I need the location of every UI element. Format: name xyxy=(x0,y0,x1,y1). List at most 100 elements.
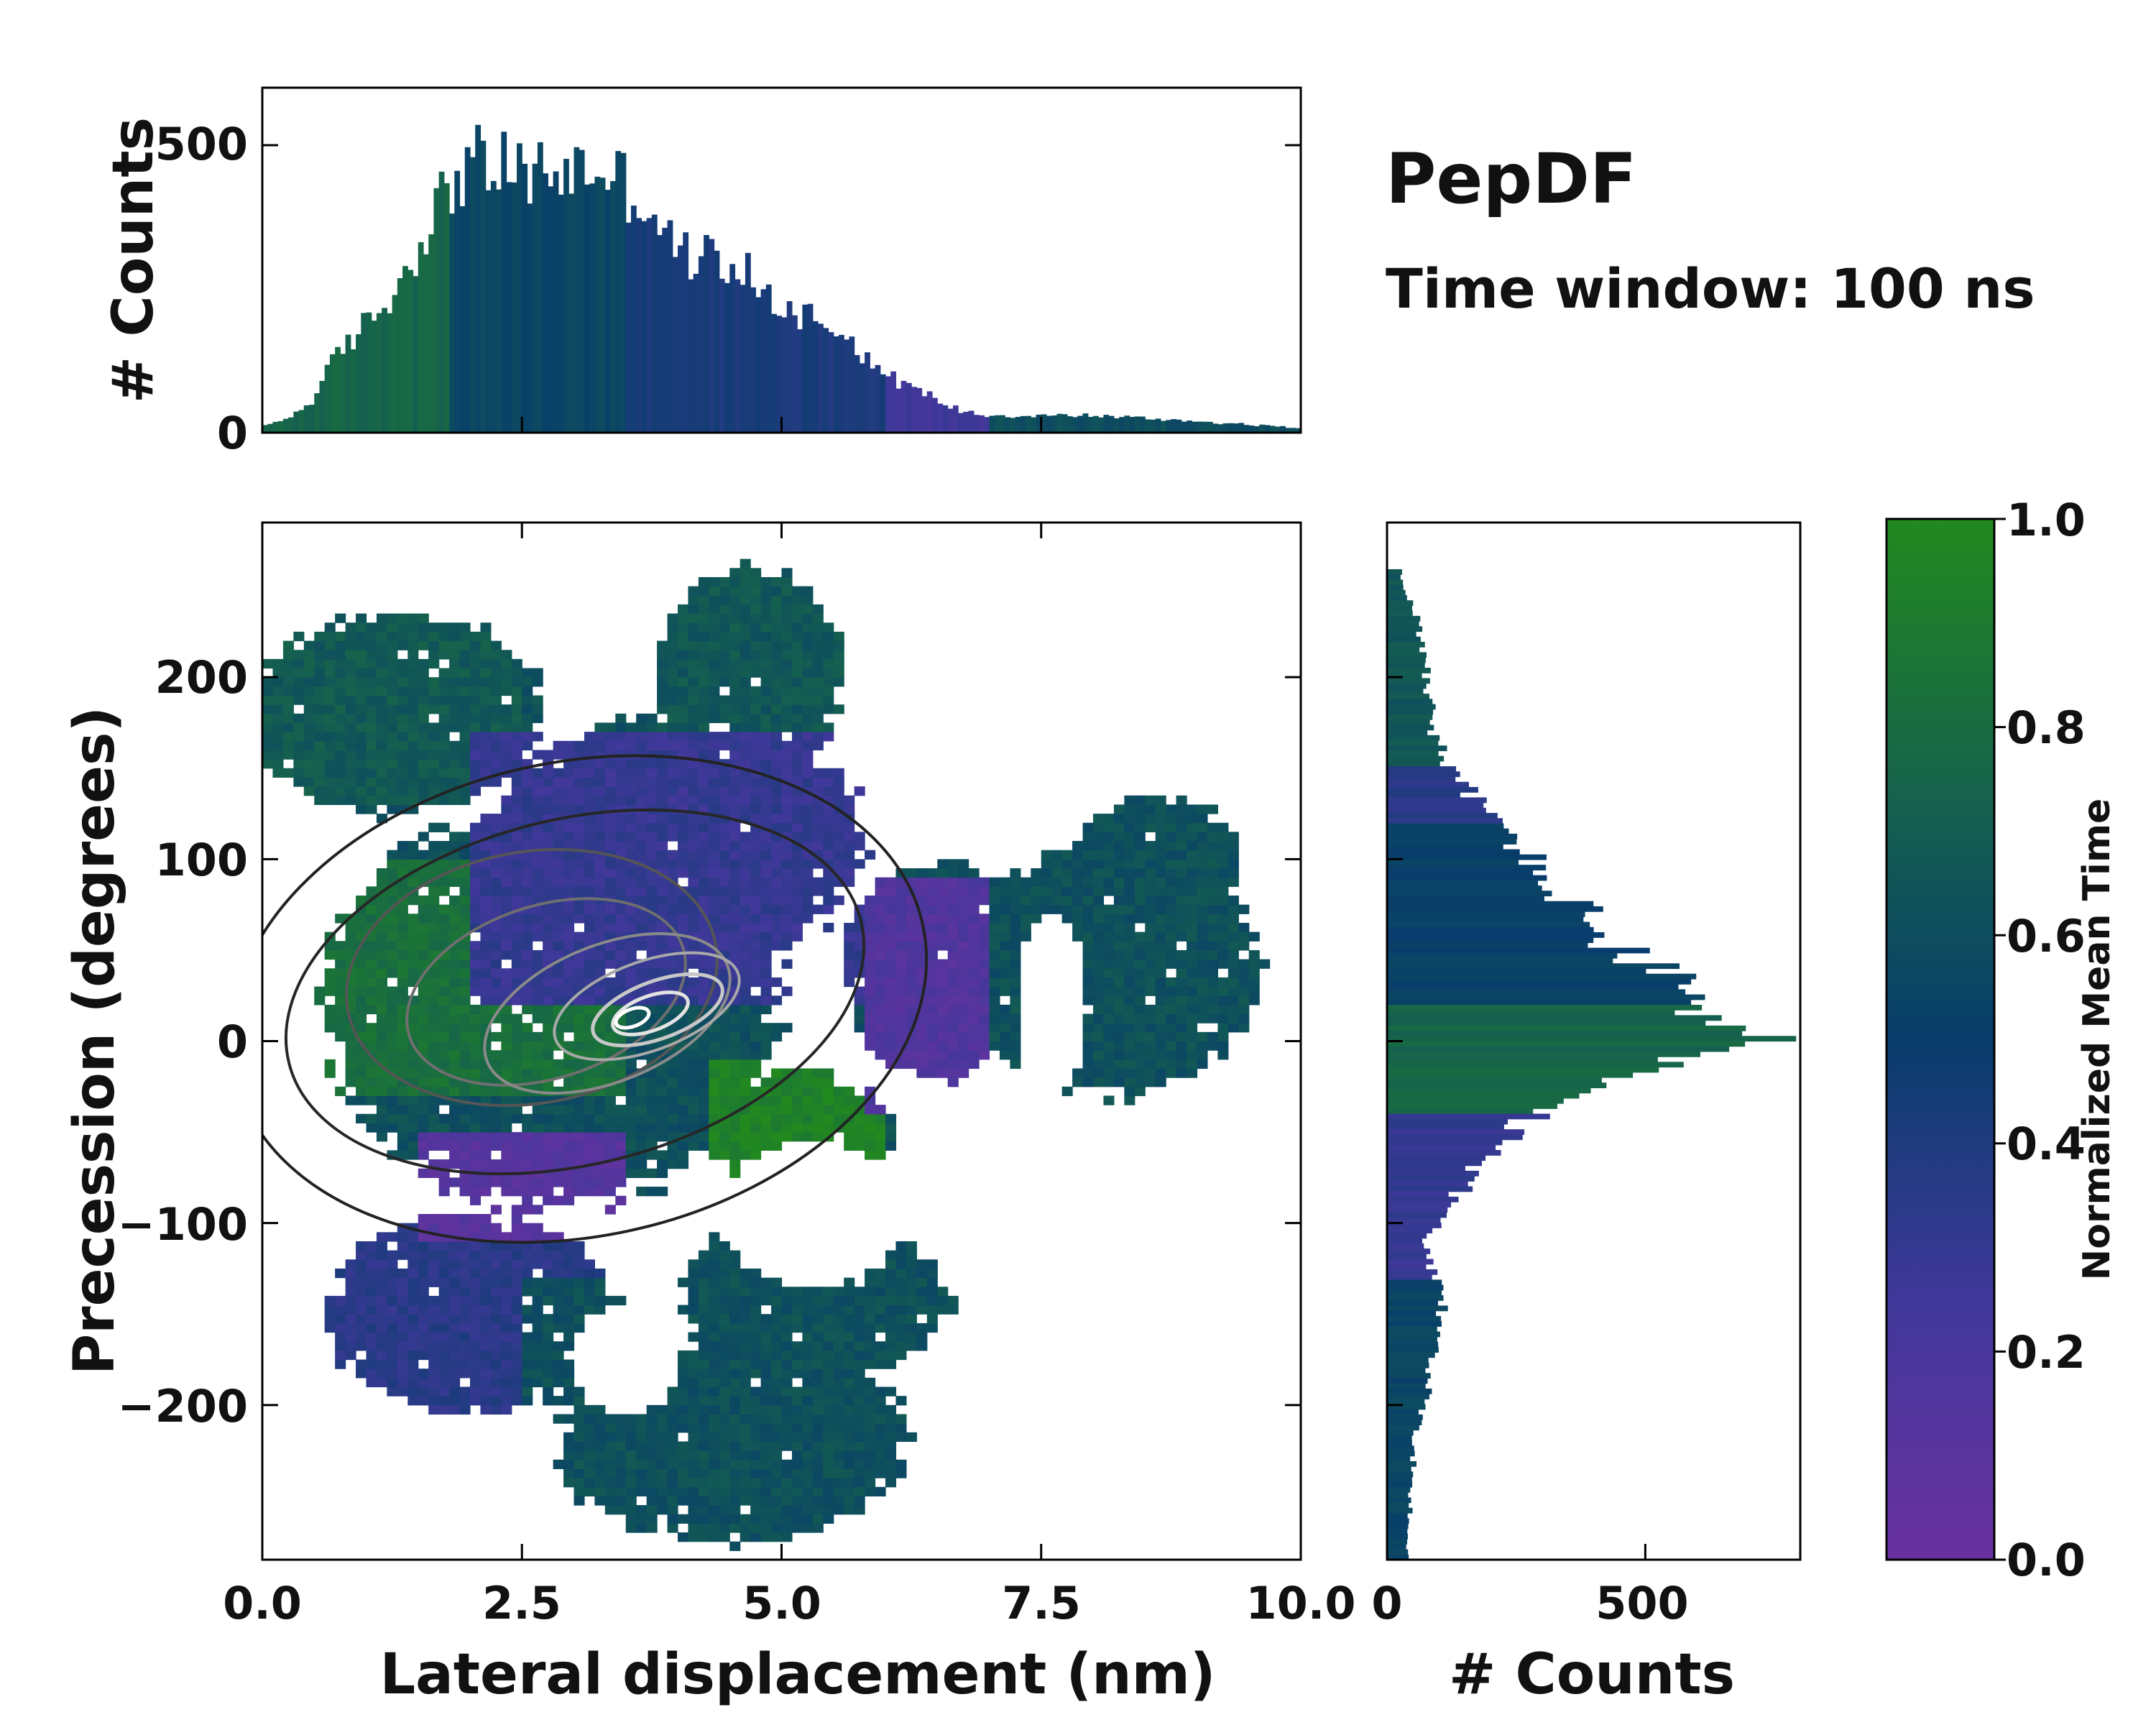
heatmap-cell xyxy=(750,604,762,615)
heatmap-cell xyxy=(875,1268,886,1279)
heatmap-cell xyxy=(314,668,326,678)
heatmap-cell xyxy=(1061,859,1073,869)
heatmap-cell xyxy=(470,877,482,887)
top-histogram-bar xyxy=(1264,425,1271,433)
heatmap-cell xyxy=(657,1168,668,1178)
heatmap-cell xyxy=(418,713,429,724)
heatmap-cell xyxy=(543,1059,554,1070)
heatmap-cell xyxy=(335,1268,346,1279)
heatmap-cell xyxy=(688,631,699,642)
heatmap-cell xyxy=(678,1059,689,1070)
heatmap-cell xyxy=(865,1150,876,1160)
heatmap-cell xyxy=(875,941,886,951)
heatmap-cell xyxy=(511,1350,522,1361)
heatmap-cell xyxy=(688,1414,699,1424)
heatmap-cell xyxy=(844,968,855,978)
heatmap-cell xyxy=(376,613,387,623)
heatmap-cell xyxy=(438,686,450,696)
heatmap-cell xyxy=(667,1459,678,1470)
heatmap-cell xyxy=(1103,822,1115,832)
heatmap-cell xyxy=(594,740,606,751)
heatmap-cell xyxy=(833,1086,844,1097)
heatmap-cell xyxy=(438,1332,450,1342)
heatmap-cell xyxy=(678,622,689,632)
heatmap-cell xyxy=(1207,959,1218,969)
heatmap-cell xyxy=(709,658,720,669)
heatmap-cell xyxy=(729,932,741,942)
heatmap-cell xyxy=(532,1141,543,1151)
heatmap-cell xyxy=(719,1414,730,1424)
heatmap-cell xyxy=(709,1295,720,1306)
heatmap-cell xyxy=(1082,822,1094,832)
heatmap-cell xyxy=(791,695,803,705)
heatmap-cell xyxy=(709,586,720,596)
heatmap-cell xyxy=(594,1450,606,1460)
heatmap-cell xyxy=(1061,877,1073,887)
heatmap-cell xyxy=(636,1450,648,1460)
heatmap-cell xyxy=(791,859,803,869)
heatmap-cell xyxy=(1072,841,1084,851)
top-histogram-bar xyxy=(1113,418,1120,433)
heatmap-cell xyxy=(719,604,730,615)
heatmap-cell xyxy=(719,1086,730,1097)
heatmap-cell xyxy=(573,1041,585,1051)
heatmap-cell xyxy=(750,1314,762,1324)
heatmap-cell xyxy=(387,1368,398,1379)
heatmap-cell xyxy=(657,1095,668,1105)
heatmap-cell xyxy=(366,1259,377,1269)
top-histogram-bar xyxy=(433,188,440,433)
heatmap-cell xyxy=(791,932,803,942)
heatmap-cell xyxy=(376,995,387,1006)
heatmap-cell xyxy=(459,1214,471,1224)
heatmap-cell xyxy=(926,932,938,942)
heatmap-cell xyxy=(397,713,408,724)
heatmap-cell xyxy=(470,949,482,960)
heatmap-cell xyxy=(615,977,627,988)
heatmap-cell xyxy=(490,640,502,650)
heatmap-cell xyxy=(376,1377,387,1388)
heatmap-cell xyxy=(781,1305,793,1315)
heatmap-cell xyxy=(760,968,772,978)
heatmap-cell xyxy=(958,959,969,969)
top-histogram-ticks xyxy=(261,144,1302,434)
heatmap-cell xyxy=(1176,959,1187,969)
heatmap-cell xyxy=(698,1404,709,1415)
heatmap-cell xyxy=(709,841,720,851)
heatmap-cell xyxy=(750,732,762,742)
heatmap-cell xyxy=(740,1523,751,1533)
heatmap-cell xyxy=(760,1514,772,1524)
heatmap-cell xyxy=(594,822,606,832)
heatmap-cell xyxy=(750,895,762,906)
heatmap-cell xyxy=(760,759,772,769)
heatmap-cell xyxy=(999,1023,1010,1033)
heatmap-cell xyxy=(418,1250,429,1260)
heatmap-cell xyxy=(678,1478,689,1488)
heatmap-cell xyxy=(1124,814,1135,824)
heatmap-cell xyxy=(1134,959,1146,969)
heatmap-cell xyxy=(1217,868,1229,878)
heatmap-cell xyxy=(543,1123,554,1133)
heatmap-cell xyxy=(501,1123,512,1133)
heatmap-cell xyxy=(272,713,284,724)
heatmap-cell xyxy=(750,658,762,669)
heatmap-cell xyxy=(781,1532,793,1542)
heatmap-cell xyxy=(802,877,814,887)
heatmap-cell xyxy=(438,768,450,778)
heatmap-cell xyxy=(449,1314,461,1324)
heatmap-cell xyxy=(449,1368,461,1379)
heatmap-cell xyxy=(698,631,709,642)
heatmap-cell xyxy=(522,986,533,996)
heatmap-cell xyxy=(470,722,482,732)
heatmap-cell xyxy=(865,941,876,951)
heatmap-cell xyxy=(480,1314,492,1324)
heatmap-cell xyxy=(781,750,793,760)
heatmap-cell xyxy=(750,1505,762,1515)
heatmap-cell xyxy=(335,713,346,724)
heatmap-cell xyxy=(979,1013,990,1024)
heatmap-cell xyxy=(480,1141,492,1151)
heatmap-cell xyxy=(698,1077,709,1087)
heatmap-cell xyxy=(729,1359,741,1369)
heatmap-cell xyxy=(335,640,346,650)
heatmap-cell xyxy=(470,1177,482,1187)
heatmap-cell xyxy=(625,1450,637,1460)
